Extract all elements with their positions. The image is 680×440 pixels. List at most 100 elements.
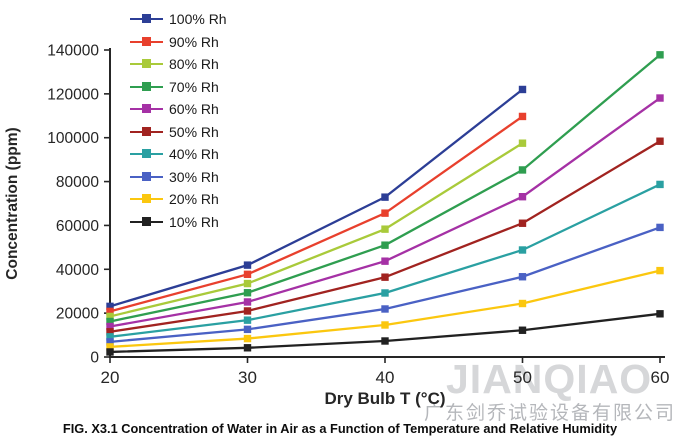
legend-item-70-rh: 70% Rh [130, 76, 227, 99]
y-tick-label: 120000 [47, 86, 99, 103]
legend-item-60-rh: 60% Rh [130, 98, 227, 121]
data-point-30-rh-40 [381, 305, 389, 313]
data-point-90-rh-40 [381, 209, 389, 217]
figure-caption: FIG. X3.1 Concentration of Water in Air … [62, 421, 618, 436]
data-point-30-rh-20 [106, 338, 114, 346]
data-point-100-rh-20 [106, 302, 114, 311]
legend-label: 10% Rh [169, 213, 219, 230]
legend-swatch-icon [130, 216, 163, 226]
x-tick-label: 20 [101, 368, 120, 387]
data-point-50-rh-50 [518, 219, 527, 227]
data-point-40-rh-30 [243, 316, 252, 324]
data-point-80-rh-30 [243, 279, 252, 288]
data-point-50-rh-30 [243, 307, 252, 315]
y-axis-title: Concentration (ppm) [4, 127, 21, 279]
legend-item-50-rh: 50% Rh [130, 121, 227, 144]
x-axis-title: Dry Bulb T (°C) [324, 389, 445, 408]
x-tick-label: 50 [513, 368, 532, 387]
data-point-100-rh-50 [518, 85, 527, 94]
x-tick-label: 40 [376, 368, 395, 387]
data-point-80-rh-50 [518, 139, 527, 147]
legend-swatch-icon [130, 194, 163, 204]
data-point-20-rh-40 [381, 321, 389, 329]
legend-label: 40% Rh [169, 146, 219, 163]
legend-swatch-icon [130, 36, 163, 46]
series-line-100-rh [109, 88, 524, 308]
legend-swatch-icon [130, 149, 163, 159]
legend-item-100-rh: 100% Rh [130, 8, 227, 31]
line-chart: 0 20000 40000 60000 80000 100000 120000 140000 2… [4, 43, 670, 409]
data-point-30-rh-60 [656, 223, 664, 232]
legend-label: 90% Rh [169, 33, 219, 50]
data-point-60-rh-20 [106, 322, 114, 331]
data-point-40-rh-20 [106, 333, 114, 341]
legend-label: 60% Rh [169, 101, 219, 118]
legend-item-40-rh: 40% Rh [130, 143, 227, 166]
data-point-100-rh-40 [381, 193, 389, 201]
data-point-10-rh-30 [243, 344, 252, 352]
legend-item-20-rh: 20% Rh [130, 188, 227, 211]
legend-swatch-icon [130, 126, 163, 136]
legend-label: 20% Rh [169, 191, 219, 208]
data-point-60-rh-40 [381, 257, 389, 265]
legend-label: 70% Rh [169, 78, 219, 95]
legend-item-80-rh: 80% Rh [130, 53, 227, 76]
data-point-40-rh-60 [656, 180, 664, 189]
data-point-20-rh-60 [656, 266, 664, 275]
data-point-60-rh-60 [656, 94, 664, 102]
data-point-70-rh-60 [656, 51, 664, 59]
series-line-80-rh [109, 142, 524, 318]
data-point-50-rh-40 [381, 273, 389, 281]
watermark-cjk-text: 广东剑乔试验设备有限公司 [424, 403, 677, 424]
data-point-20-rh-20 [106, 343, 114, 351]
data-point-70-rh-30 [243, 289, 252, 297]
series-line-90-rh [109, 115, 524, 313]
y-tick-label: 140000 [47, 43, 99, 60]
data-point-20-rh-50 [518, 299, 527, 308]
legend-label: 30% Rh [169, 168, 219, 185]
y-tick-label: 0 [90, 350, 99, 367]
data-point-30-rh-50 [518, 273, 527, 281]
data-point-10-rh-20 [106, 348, 114, 356]
data-point-30-rh-30 [243, 325, 252, 334]
legend-item-30-rh: 30% Rh [130, 166, 227, 189]
y-tick-label: 20000 [56, 306, 99, 323]
x-tick-label: 30 [238, 368, 257, 387]
legend-swatch-icon [130, 14, 163, 24]
data-point-40-rh-40 [381, 289, 389, 297]
data-point-100-rh-30 [243, 261, 252, 269]
y-tick-label: 100000 [47, 130, 99, 147]
legend-swatch-icon [130, 104, 163, 114]
legend-item-10-rh: 10% Rh [130, 211, 227, 234]
data-point-60-rh-30 [243, 298, 252, 306]
legend-label: 100% Rh [169, 11, 227, 28]
watermark-latin-text: JIANQIAO [446, 356, 653, 402]
data-point-70-rh-40 [381, 241, 389, 249]
data-point-60-rh-50 [518, 193, 527, 201]
x-tick-label: 60 [651, 368, 670, 387]
data-point-80-rh-20 [106, 312, 114, 321]
legend-swatch-icon [130, 171, 163, 181]
data-point-10-rh-50 [518, 326, 527, 334]
legend-swatch-icon [130, 59, 163, 69]
legend: 100% Rh 90% Rh 80% Rh 70% Rh 60% Rh 50% Rh 40%… [130, 8, 227, 233]
data-point-10-rh-40 [381, 337, 389, 345]
legend-label: 80% Rh [169, 56, 219, 73]
legend-item-90-rh: 90% Rh [130, 31, 227, 54]
data-point-90-rh-30 [243, 270, 252, 279]
y-tick-label: 40000 [56, 262, 99, 279]
data-point-70-rh-50 [518, 166, 527, 174]
data-point-70-rh-20 [106, 317, 114, 326]
data-point-40-rh-50 [518, 246, 527, 254]
y-tick-label: 80000 [56, 174, 99, 191]
legend-swatch-icon [130, 81, 163, 91]
data-point-10-rh-60 [656, 310, 664, 318]
data-point-80-rh-40 [381, 225, 389, 233]
data-point-50-rh-60 [656, 137, 664, 145]
data-point-90-rh-50 [518, 112, 527, 121]
data-point-20-rh-30 [243, 334, 252, 343]
legend-label: 50% Rh [169, 123, 219, 140]
data-point-50-rh-20 [106, 328, 114, 336]
data-point-90-rh-20 [106, 307, 114, 316]
